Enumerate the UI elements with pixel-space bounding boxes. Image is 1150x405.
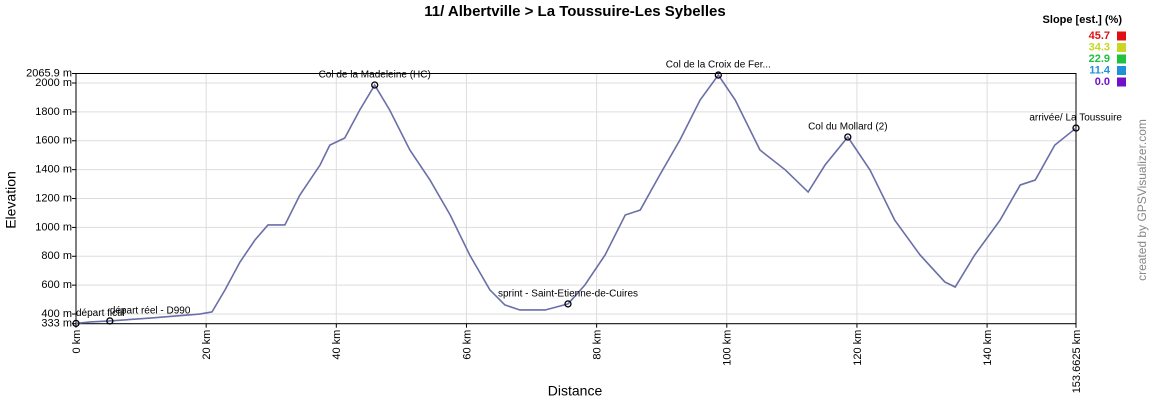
legend-swatch	[1117, 54, 1126, 64]
y-tick-label: 1600 m	[35, 135, 72, 147]
annotation-label: Col de la Madeleine (HC)	[319, 70, 431, 81]
annotation-label: départ réel - D990	[110, 306, 191, 317]
y-tick-label: 1000 m	[35, 221, 72, 233]
x-tick-label: 0 km	[71, 330, 83, 354]
y-tick-label: 1400 m	[35, 164, 72, 176]
x-tick-label: 60 km	[461, 330, 473, 360]
annotation-marker	[564, 300, 572, 308]
annotation-marker	[72, 319, 80, 328]
x-tick-label: 120 km	[852, 330, 864, 366]
legend-swatch	[1117, 31, 1126, 41]
annotation-marker	[371, 81, 379, 89]
legend-label: 11.4	[1089, 64, 1111, 76]
y-tick-label: 600 m	[41, 279, 72, 291]
annotation-marker	[714, 71, 722, 79]
legend-swatch	[1117, 66, 1126, 75]
chart-title: 11/ Albertville > La Toussuire-Les Sybel…	[424, 3, 725, 20]
annotation-label: Col de la Croix de Fer...	[666, 60, 771, 71]
legend-swatch	[1117, 77, 1126, 87]
annotation-label: arrivée/ La Toussuire	[1029, 113, 1122, 124]
y-tick-label: 1200 m	[35, 192, 72, 204]
y-axis-label: Elevation	[3, 171, 19, 229]
x-tick-label: 140 km	[982, 330, 994, 366]
legend-swatch	[1117, 43, 1126, 52]
y-tick-label: 400 m	[41, 308, 72, 320]
y-tick-label: 800 m	[41, 250, 72, 262]
annotation-marker	[106, 317, 114, 325]
credit: created by GPSVisualizer.com	[1135, 119, 1149, 281]
x-tick-label: 80 km	[592, 330, 604, 360]
x-tick-label: 100 km	[722, 330, 734, 366]
legend-title: Slope [est.] (%)	[1043, 14, 1123, 26]
legend-label: 22.9	[1089, 53, 1110, 65]
annotation-marker	[844, 133, 852, 141]
y-tick-label: 2000 m	[35, 77, 72, 89]
x-tick-label: 153.6625 km	[1071, 330, 1083, 394]
x-tick-label: 40 km	[331, 330, 343, 360]
legend-label: 45.7	[1089, 30, 1110, 42]
y-tick-label: 2065.9 m	[26, 67, 72, 79]
annotation-label: sprint - Saint-Etienne-de-Cuires	[498, 289, 638, 300]
y-tick-label: 1800 m	[35, 106, 72, 118]
x-tick-label: 20 km	[201, 330, 213, 360]
elevation-line	[75, 73, 1077, 325]
legend-label: 34.3	[1089, 41, 1110, 53]
annotation-label: Col du Mollard (2)	[808, 122, 887, 133]
annotation-label: départ fictif	[76, 308, 125, 319]
annotation-marker	[1072, 124, 1080, 132]
legend-label: 0.0	[1095, 76, 1110, 88]
plot-border	[75, 73, 1077, 325]
x-axis-label: Distance	[548, 383, 603, 399]
y-tick-label: 333 m	[41, 318, 72, 330]
